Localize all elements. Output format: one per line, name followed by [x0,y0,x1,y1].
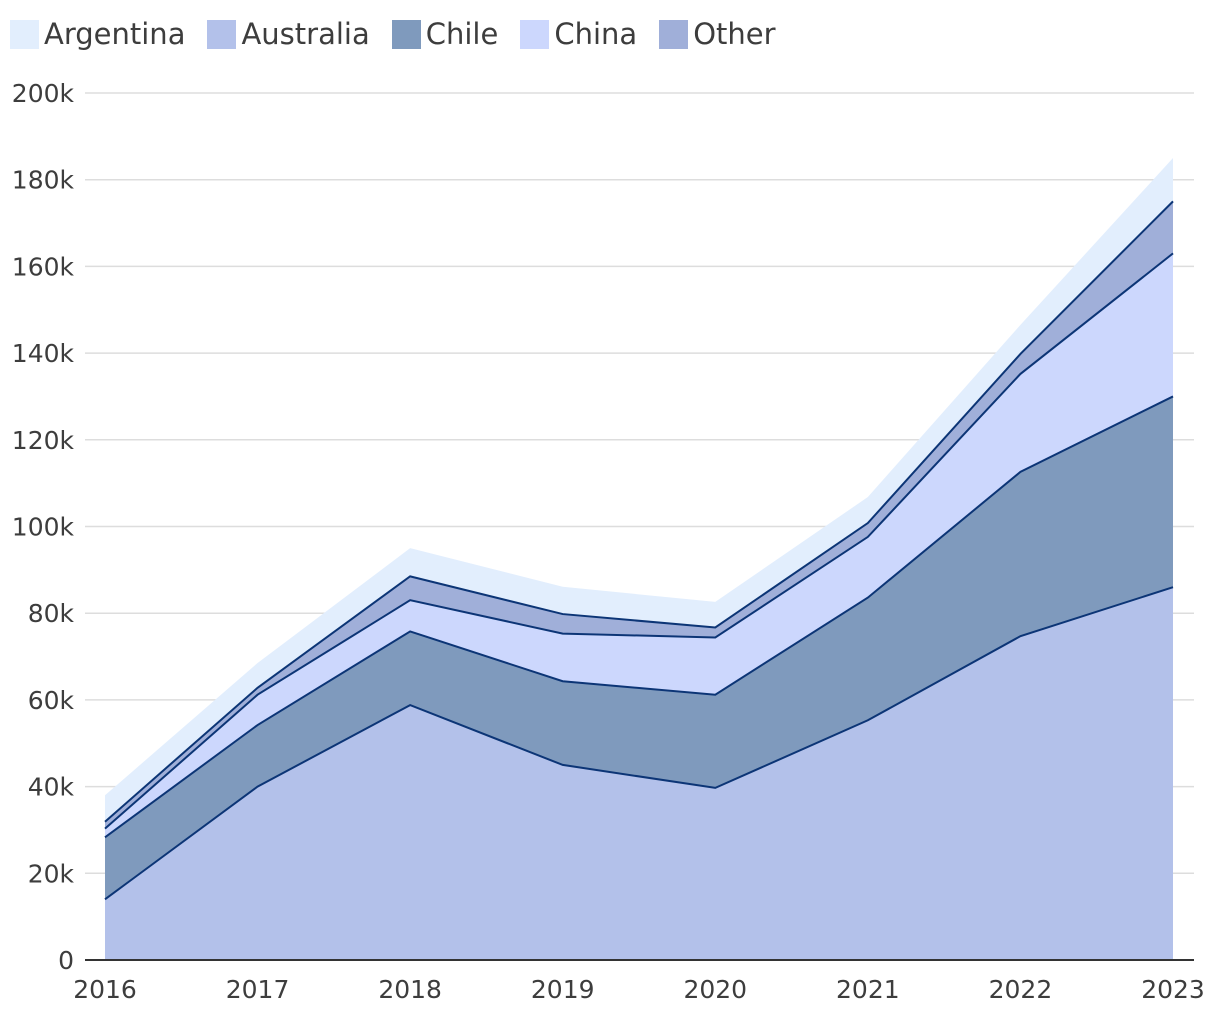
legend-item-chile: Chile [391,14,499,54]
legend: Argentina Australia Chile China Other [10,14,798,54]
y-tick-label: 120k [12,426,75,455]
line-chile [104,395,1174,839]
y-tick-label: 140k [12,339,75,368]
area-chile [105,396,1173,900]
legend-label: Chile [425,17,499,51]
y-axis-ticks: 0 20k 40k 60k 80k 100k 120k 140k 160k 180k 200k [12,79,75,975]
x-axis-ticks: 2016 2017 2018 2019 2020 2021 2022 2023 [73,975,1205,1004]
y-tick-label: 200k [12,79,75,108]
y-tick-label: 160k [12,252,75,281]
legend-swatch-australia [207,19,237,49]
x-tick-label: 2023 [1141,975,1205,1004]
y-tick-label: 100k [12,513,75,542]
legend-item-argentina: Argentina [10,14,185,54]
y-tick-label: 0 [58,946,74,975]
legend-swatch-argentina [10,19,39,49]
legend-item-australia: Australia [207,14,370,54]
legend-label: Argentina [44,17,186,51]
legend-label: Australia [241,17,370,51]
legend-item-other: Other [659,14,776,54]
y-tick-label: 60k [28,686,75,715]
line-other [104,200,1174,823]
legend-swatch-chile [391,19,421,49]
x-tick-label: 2021 [836,975,900,1004]
x-tick-label: 2017 [226,975,290,1004]
y-tick-label: 40k [28,773,75,802]
area-australia [105,587,1173,960]
y-tick-label: 180k [12,166,75,195]
legend-swatch-other [659,19,689,49]
line-australia [104,586,1174,901]
y-tick-label: 80k [28,599,75,628]
legend-swatch-china [520,19,550,49]
legend-item-china: China [520,14,637,54]
x-tick-label: 2020 [683,975,747,1004]
y-tick-label: 20k [28,859,75,888]
stacked-areas [105,158,1173,960]
series-boundary-lines [104,200,1174,901]
legend-label: China [554,17,638,51]
x-tick-label: 2018 [378,975,442,1004]
x-tick-label: 2022 [989,975,1053,1004]
line-china [104,252,1174,830]
x-tick-label: 2016 [73,975,137,1004]
legend-label: Other [693,17,776,51]
x-tick-label: 2019 [531,975,595,1004]
